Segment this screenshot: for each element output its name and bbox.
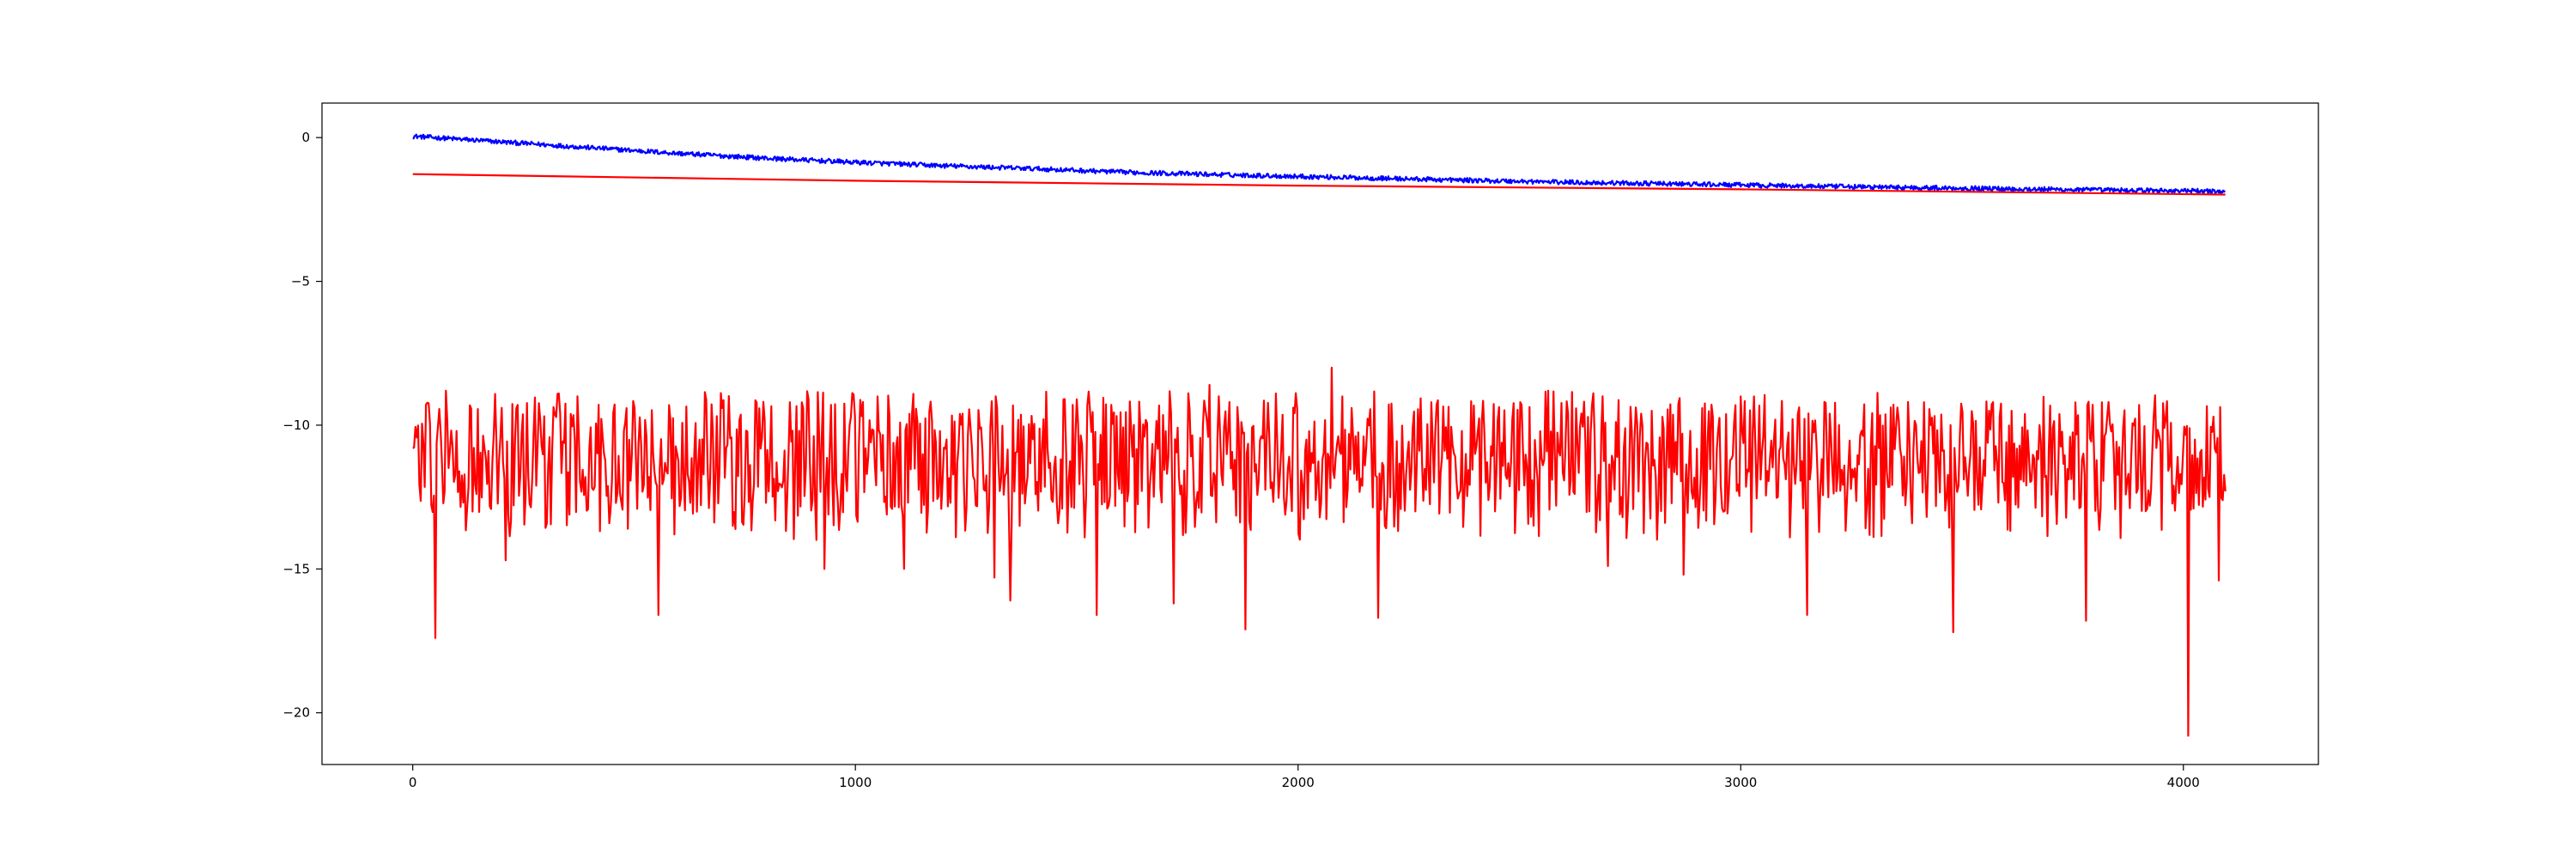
x-tick-label: 1000 bbox=[839, 775, 872, 790]
x-tick-label: 4000 bbox=[2167, 775, 2200, 790]
y-tick-label: −15 bbox=[283, 561, 310, 576]
y-tick-label: 0 bbox=[301, 130, 310, 145]
y-tick-label: −5 bbox=[291, 274, 310, 289]
series-layer bbox=[412, 133, 2227, 737]
x-tick-label: 0 bbox=[409, 775, 417, 790]
series-line-1 bbox=[412, 133, 2227, 195]
x-tick-label: 2000 bbox=[1282, 775, 1315, 790]
x-tick-label: 3000 bbox=[1724, 775, 1757, 790]
series-line-3 bbox=[412, 366, 2227, 737]
y-tick-label: −20 bbox=[283, 705, 310, 721]
axes-layer: 0 1000 2000 3000 4000 0 −5 −10 −15 −20 bbox=[283, 130, 2200, 790]
plot-frame bbox=[321, 102, 2319, 765]
series-line-2 bbox=[412, 173, 2226, 196]
y-tick-label: −10 bbox=[283, 417, 310, 433]
